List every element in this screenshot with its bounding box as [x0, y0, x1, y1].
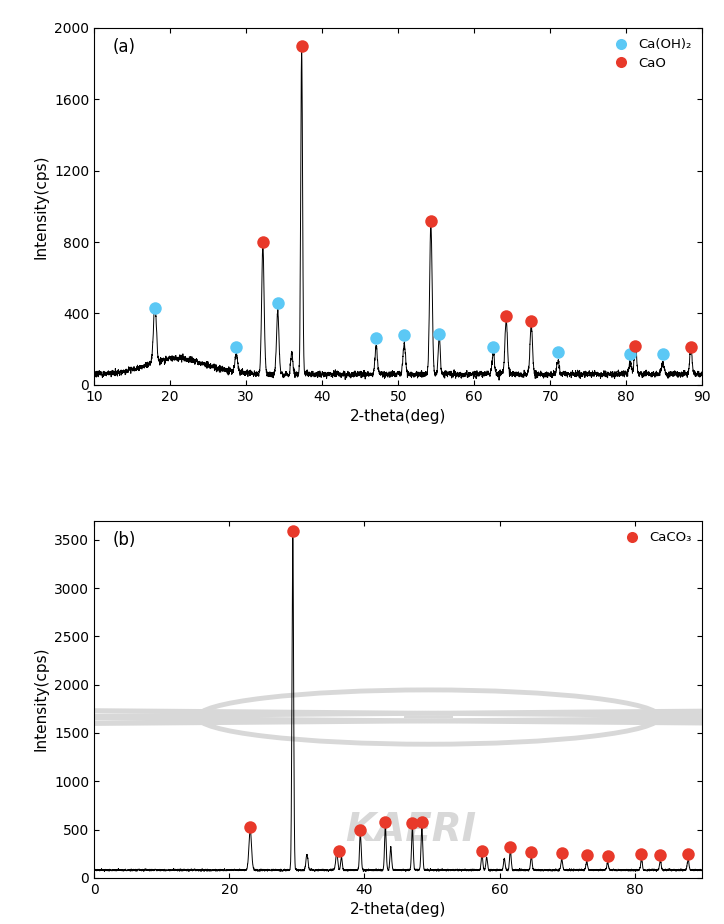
- Y-axis label: Intensity(cps): Intensity(cps): [33, 647, 49, 751]
- Legend: Ca(OH)₂, CaO: Ca(OH)₂, CaO: [604, 34, 696, 74]
- Text: (a): (a): [112, 39, 135, 56]
- Y-axis label: Intensity(cps): Intensity(cps): [33, 154, 49, 259]
- X-axis label: 2-theta(deg): 2-theta(deg): [350, 902, 447, 918]
- Text: (b): (b): [112, 531, 135, 550]
- Legend: CaCO₃: CaCO₃: [615, 528, 696, 548]
- Text: KAERI: KAERI: [345, 811, 476, 849]
- X-axis label: 2-theta(deg): 2-theta(deg): [350, 409, 447, 424]
